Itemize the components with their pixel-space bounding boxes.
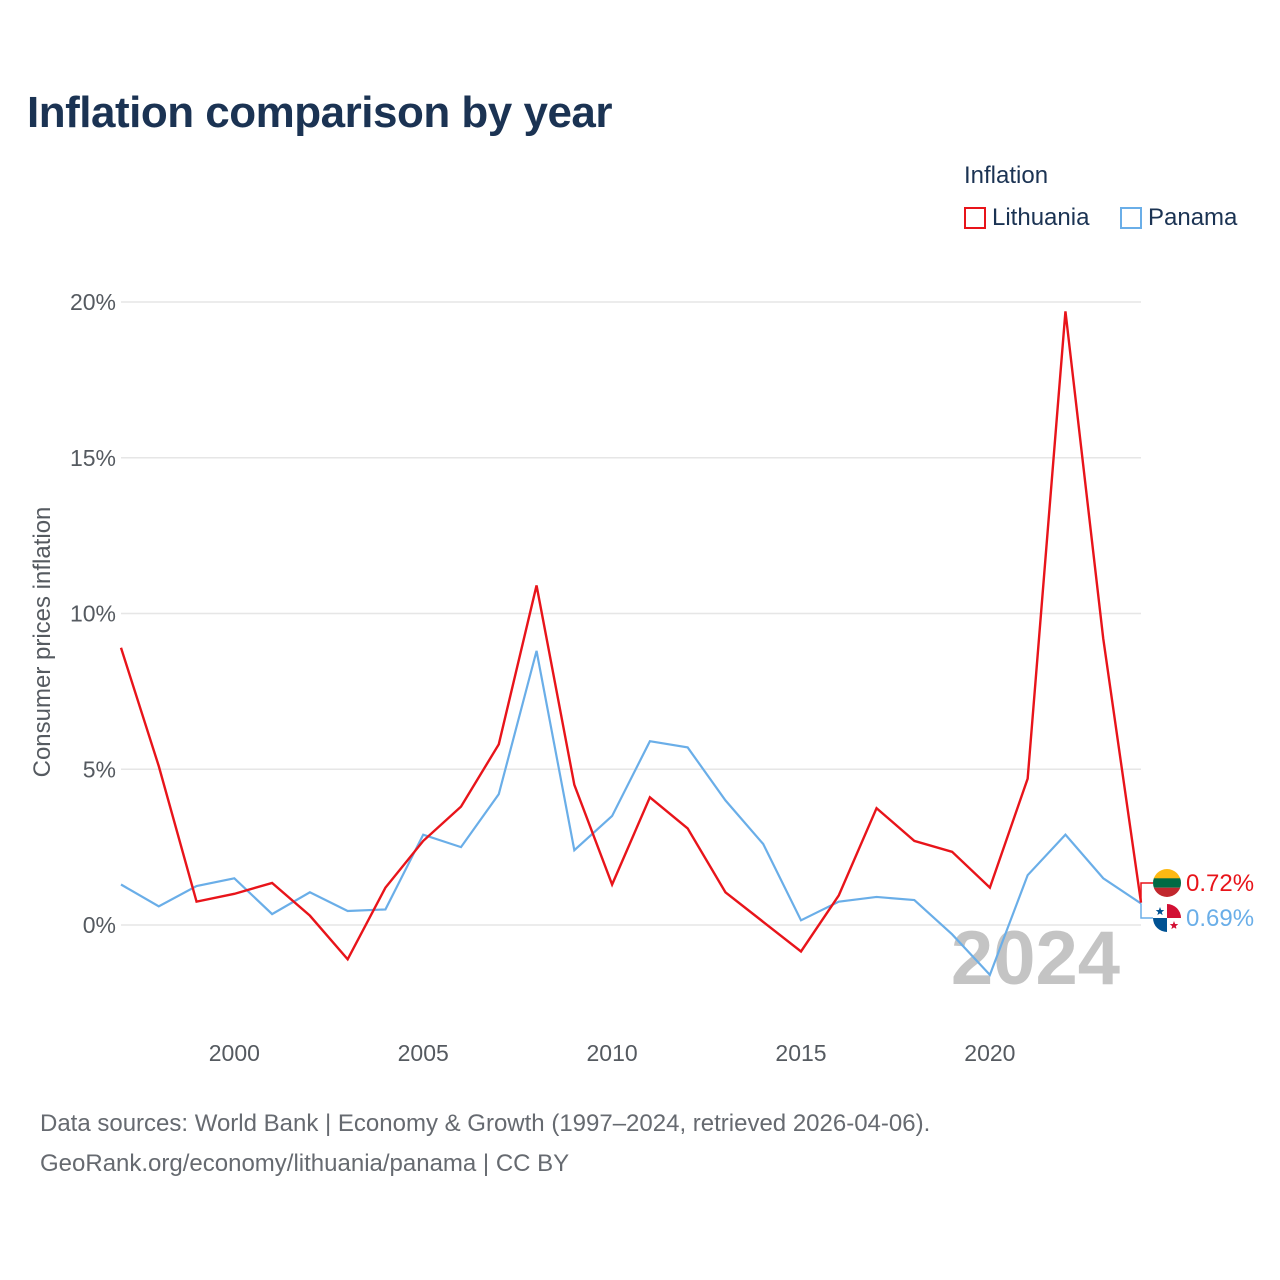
legend-label-lithuania: Lithuania [992, 204, 1090, 231]
series-line-lithuania [119, 311, 1143, 962]
legend-item-panama[interactable]: Panama [1120, 204, 1237, 232]
y-tick-label: 5% [83, 756, 116, 782]
y-tick-label: 10% [70, 601, 116, 627]
footer-link[interactable]: GeoRank.org/economy/lithuania/panama | C… [40, 1150, 570, 1177]
legend-label-panama: Panama [1148, 204, 1238, 231]
line-chart: 2024 0%5%10%15%20% 2000 2005 2010 2015 2020 … [29, 289, 1254, 1066]
y-tick-label: 0% [83, 912, 116, 938]
x-tick-label: 2010 [587, 1040, 638, 1066]
flag-quarter [1167, 904, 1181, 918]
legend-swatch-panama [1120, 207, 1142, 229]
end-label-lithuania: 0.72% [1186, 870, 1254, 897]
y-axis-label: Consumer prices inflation [29, 507, 56, 778]
flag-stripe [1153, 887, 1181, 897]
lithuania-flag-icon [1153, 869, 1181, 897]
end-labels: 0.72% 0.69% [1140, 869, 1254, 932]
x-tick-label: 2000 [209, 1040, 260, 1066]
series-lines [119, 311, 1143, 977]
grid-lines [121, 301, 1141, 926]
x-tick-label: 2005 [398, 1040, 449, 1066]
flag-stripe [1153, 869, 1181, 879]
flag-star [1169, 921, 1179, 930]
y-axis-ticks: 0% 5% 10% 15% 20% [70, 289, 116, 938]
legend-item-lithuania[interactable]: Lithuania [964, 204, 1089, 232]
x-axis-ticks: 2000 2005 2010 2015 2020 [209, 1040, 1016, 1066]
end-label-panama: 0.69% [1186, 905, 1254, 932]
y-tick-label: 15% [70, 445, 116, 471]
footer-sources: Data sources: World Bank | Economy & Gro… [40, 1110, 931, 1137]
chart-title: Inflation comparison by year [27, 88, 613, 137]
panama-flag-icon [1153, 904, 1181, 932]
footer: Data sources: World Bank | Economy & Gro… [40, 1104, 930, 1184]
x-tick-label: 2020 [964, 1040, 1015, 1066]
year-watermark: 2024 [951, 916, 1120, 1001]
leader-line-panama [1140, 903, 1153, 919]
flag-stripe [1153, 878, 1181, 888]
legend-title: Inflation [964, 162, 1049, 189]
legend-swatch-lithuania [964, 207, 986, 229]
y-tick-label: 20% [70, 289, 116, 315]
flag-quarter [1153, 918, 1167, 932]
leader-line-lithuania [1140, 882, 1153, 903]
x-tick-label: 2015 [775, 1040, 826, 1066]
series-line-panama [120, 650, 1142, 977]
flag-star [1155, 907, 1165, 916]
